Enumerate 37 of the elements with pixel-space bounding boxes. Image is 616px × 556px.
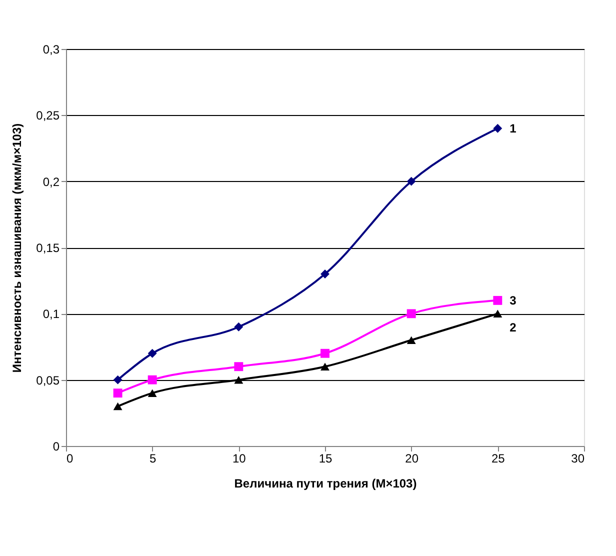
point [148, 389, 157, 397]
series-label: 1 [510, 121, 517, 136]
point [148, 375, 157, 384]
point [234, 322, 244, 332]
point [493, 124, 502, 133]
point [406, 336, 416, 344]
y-tick-label: 0,25 [36, 108, 60, 123]
y-tick-label: 0,2 [42, 174, 60, 189]
point [406, 309, 416, 318]
x-tick-label: 25 [491, 452, 506, 466]
point [406, 176, 416, 186]
point [320, 348, 330, 358]
point [493, 296, 502, 305]
point [148, 348, 157, 358]
point [234, 362, 244, 372]
x-axis-title: Величина пути трения (М×103) [234, 476, 417, 490]
point [113, 375, 122, 384]
x-tick-label: 5 [149, 452, 156, 466]
y-tick-label: 0,3 [42, 42, 60, 56]
y-tick-label: 0,05 [36, 373, 60, 388]
point [113, 402, 122, 410]
x-tick-label: 10 [232, 452, 246, 466]
point [493, 310, 502, 318]
point [320, 362, 330, 370]
y-axis-title: Интенсивность изнашивания (мкм/м×103) [10, 123, 24, 373]
series-label: 3 [510, 293, 517, 308]
x-tick-label: 30 [571, 452, 585, 466]
series-label: 2 [510, 320, 517, 335]
y-tick-label: 0,1 [42, 307, 60, 322]
x-tick-label: 20 [405, 452, 419, 466]
point [234, 376, 244, 384]
y-tick-label: 0 [52, 440, 60, 454]
y-tick-label: 0,15 [36, 241, 60, 255]
x-tick-label: 15 [318, 452, 332, 466]
point [113, 388, 122, 398]
x-tick-label: 0 [66, 452, 74, 466]
point [320, 269, 330, 278]
